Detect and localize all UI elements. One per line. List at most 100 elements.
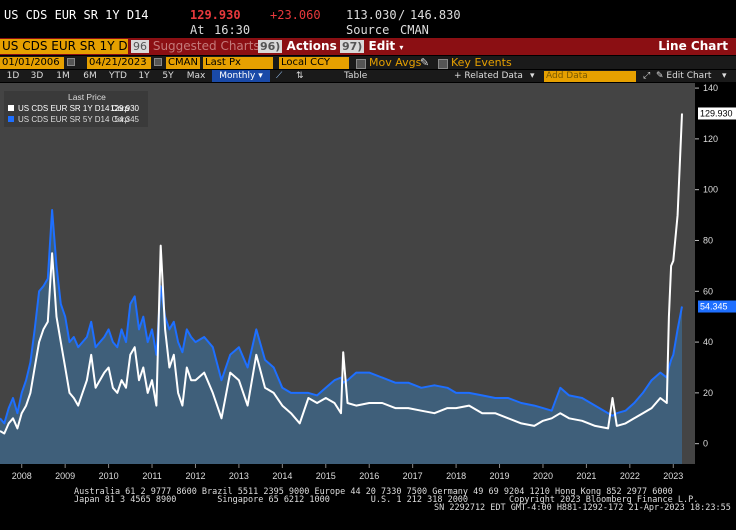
related-data-label: Related Data [464,71,523,81]
calendar-icon[interactable] [67,58,75,66]
x-tick-label: 2015 [316,471,336,481]
command-bar: US CDS EUR SR 1Y D 96 Suggested Charts 9… [0,38,736,55]
x-tick-label: 2023 [663,471,683,481]
footer-line-1: Australia 61 2 9777 8600 Brazil 5511 239… [74,487,673,497]
legend-box [4,91,148,127]
chart-type-label: Line Chart [658,39,728,53]
start-date-field[interactable]: 01/01/2006 [0,57,64,69]
legend-swatch-1y [8,105,14,111]
source-value: CMAN [400,23,429,37]
expand-icon[interactable]: ⤢ [643,71,651,81]
series-line-5y [0,209,683,425]
footer-line-2: Japan 81 3 4565 8900 Singapore 65 6212 1… [74,495,699,505]
price-chart[interactable]: 0 20 40 60 80 100 120 140 129.930 54.345 2008 2009… [0,83,736,486]
legend-label-1y: US CDS EUR SR 1Y D14 Corp [18,104,130,113]
related-data-button[interactable]: + Related Data [454,71,523,81]
suggested-num: 96 [131,40,149,53]
period-max[interactable]: Max [186,71,206,81]
legend-label-5y: US CDS EUR SR 5Y D14 Corp [18,115,130,124]
footer-line-3: SN 2292712 EDT GMT-4:00 H881-1292-172 21… [434,503,731,513]
table-button[interactable]: Table [344,71,368,81]
last-value-label-5y: 54.345 [700,302,728,312]
suggested-charts-button[interactable]: 96 Suggested Charts [131,39,260,54]
range-low: 113.030 [346,8,397,22]
area-layer [0,210,682,464]
quote-header: US CDS EUR SR 1Y D14 129.930 +23.060 113… [0,0,736,38]
y-tick-label: 40 [703,337,713,347]
actions-num: 96) [258,40,283,53]
mov-avgs-checkbox[interactable] [356,59,366,69]
source-field[interactable]: CMAN [166,57,200,69]
y-tick-label: 100 [703,185,718,195]
currency-field[interactable]: Local CCY [279,57,349,69]
lines-layer [0,113,683,435]
suggested-label: Suggested Charts [152,39,260,53]
x-tick-label: 2022 [620,471,640,481]
calendar-icon[interactable] [154,58,162,66]
price-field[interactable]: Last Px [203,57,273,69]
period-6m[interactable]: 6M [83,71,97,81]
settings-bar: 01/01/2006 04/21/2023 CMAN Last Px Local… [0,56,736,69]
legend-value-5y: 54.345 [115,115,140,124]
x-axis: 2008 2009 2010 2011 2012 2013 2014 2015 2016 2017… [12,464,683,481]
edit-chart-label: Edit Chart [666,71,712,81]
y-tick-label: 120 [703,134,718,144]
x-tick-label: 2009 [55,471,75,481]
edit-label: Edit [368,39,396,53]
legend-title: Last Price [68,92,106,102]
footer: Australia 61 2 9777 8600 Brazil 5511 239… [0,486,736,530]
y-tick-label: 0 [703,439,708,449]
add-data-input[interactable]: Add Data [544,71,636,82]
legend-swatch-5y [8,116,14,122]
x-tick-label: 2011 [142,471,161,481]
line-chart-icon[interactable]: ⟋ [276,71,283,81]
source-label: Source [346,23,390,37]
period-5y[interactable]: 5Y [162,71,174,81]
period-1y[interactable]: 1Y [138,71,150,81]
y-tick-label: 80 [703,235,713,245]
edit-num: 97) [340,40,365,53]
key-events-checkbox[interactable] [438,59,448,69]
x-tick-label: 2021 [576,471,596,481]
caret-icon: ▾ [530,71,535,81]
x-tick-label: 2010 [99,471,119,481]
pencil-icon[interactable]: ✎ [420,56,430,69]
end-date-field[interactable]: 04/21/2023 [87,57,151,69]
x-tick-label: 2008 [12,471,32,481]
period-1m[interactable]: 1M [56,71,70,81]
change-value: +23.060 [270,8,321,22]
x-tick-label: 2012 [185,471,205,481]
area-5y [0,210,682,464]
last-value-label-1y: 129.930 [700,108,733,118]
y-tick-label: 60 [703,286,713,296]
range-separator: / [398,8,406,22]
ticker-label: US CDS EUR SR 1Y D14 [4,8,149,22]
last-value-tag-1y [698,107,736,120]
sort-icon[interactable]: ⇅ [296,71,304,81]
caret-icon: ▾ [722,71,727,81]
actions-label: Actions [286,39,337,53]
last-value: 129.930 [190,8,241,22]
edit-chart-button[interactable]: ✎ Edit Chart [656,71,712,81]
at-time: 16:30 [214,23,251,37]
period-1d[interactable]: 1D [6,71,20,81]
frequency-value: Monthly [219,71,256,81]
at-label: At [190,23,205,37]
period-3d[interactable]: 3D [30,71,44,81]
x-tick-label: 2013 [229,471,249,481]
x-tick-label: 2019 [490,471,510,481]
period-ytd[interactable]: YTD [109,71,127,81]
actions-menu[interactable]: 96) Actions ▾ [258,39,345,54]
y-axis: 0 20 40 60 80 100 120 140 129.930 54.345 [695,83,736,449]
key-events-label: Key Events [451,56,512,69]
security-field[interactable]: US CDS EUR SR 1Y D [0,39,128,54]
range-high: 146.830 [410,8,461,22]
frequency-select[interactable]: Monthly ▾ [212,70,270,82]
x-tick-label: 2016 [359,471,379,481]
edit-menu[interactable]: 97) Edit ▾ [340,39,403,54]
x-tick-label: 2014 [272,471,292,481]
y-tick-label: 140 [703,83,718,93]
y-tick-label: 20 [703,388,713,398]
legend-value-1y: 129.930 [110,104,139,113]
mov-avgs-label: Mov Avgs [369,56,422,69]
